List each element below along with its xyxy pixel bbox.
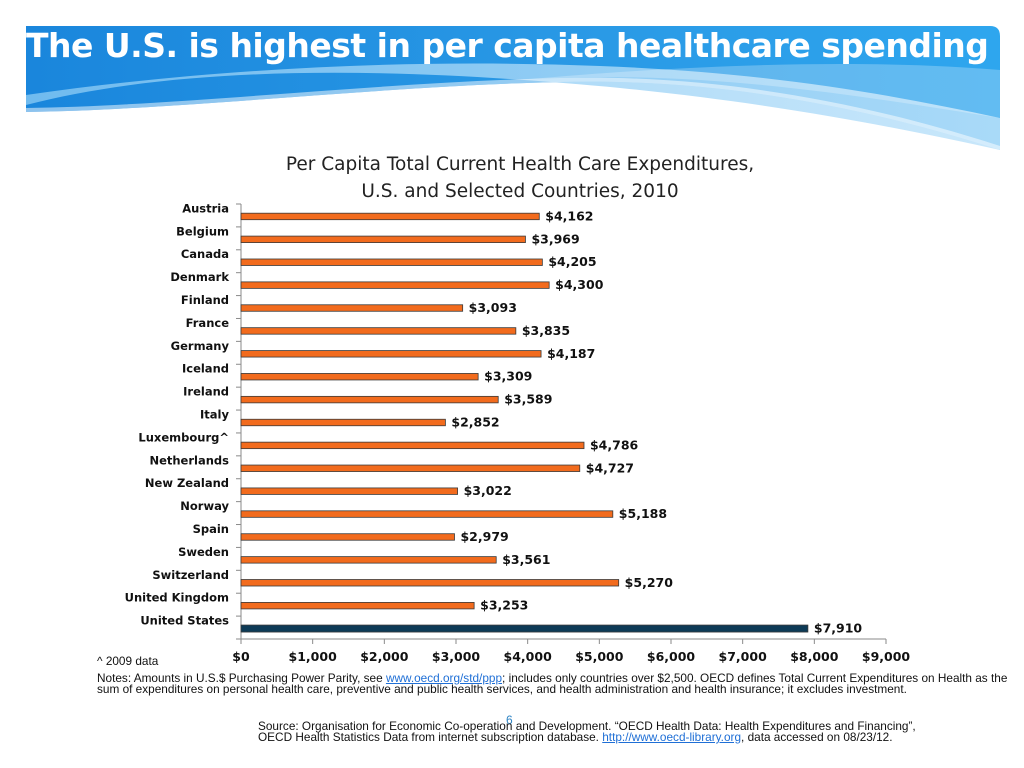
bar <box>240 533 455 541</box>
data-label: $5,188 <box>619 506 667 521</box>
data-label: $3,561 <box>502 552 550 567</box>
category-label: Spain <box>193 522 229 536</box>
data-label: $3,309 <box>484 369 532 384</box>
data-label: $4,162 <box>545 208 593 223</box>
category-label: Austria <box>182 201 229 215</box>
category-label: Luxembourg^ <box>138 430 229 444</box>
bar <box>240 624 809 633</box>
category-label: France <box>186 316 230 330</box>
footnote: ^ 2009 data <box>97 654 159 668</box>
notes-suffix: ; includes only countries over $2,500. O… <box>97 671 1008 696</box>
bar <box>240 510 614 518</box>
data-label: $3,835 <box>522 323 570 338</box>
category-label: Norway <box>180 499 229 513</box>
data-label: $4,786 <box>590 437 639 452</box>
bar <box>240 602 475 610</box>
x-tick-label: $1,000 <box>289 649 338 664</box>
x-tick-label: $6,000 <box>647 649 696 664</box>
category-label: Germany <box>171 339 230 353</box>
data-label: $5,270 <box>625 575 674 590</box>
bar <box>240 395 499 404</box>
category-label: Italy <box>200 408 229 422</box>
chart-subtitle: U.S. and Selected Countries, 2010 <box>361 181 679 202</box>
x-tick-label: $2,000 <box>360 649 409 664</box>
notes-text: Notes: Amounts in U.S.$ Purchasing Power… <box>97 671 1017 696</box>
bar <box>240 373 479 381</box>
bar <box>240 235 526 243</box>
bar <box>240 441 585 450</box>
data-label: $4,727 <box>586 460 634 475</box>
title-banner <box>26 26 1000 151</box>
data-label: $3,589 <box>504 392 552 407</box>
category-label: Sweden <box>178 545 229 559</box>
bar <box>240 304 464 312</box>
x-tick-label: $9,000 <box>862 649 911 664</box>
x-tick-label: $8,000 <box>790 649 839 664</box>
bar <box>240 464 581 472</box>
category-label: New Zealand <box>145 476 229 490</box>
bar <box>240 418 446 427</box>
category-label: Netherlands <box>149 453 229 467</box>
category-label: Ireland <box>183 385 229 399</box>
data-label: $2,979 <box>460 529 508 544</box>
data-label: $3,093 <box>469 300 517 315</box>
bar <box>240 281 550 289</box>
bar <box>240 350 542 358</box>
ppp-link[interactable]: www.oecd.org/std/ppp <box>385 671 503 685</box>
category-label: Iceland <box>182 362 229 376</box>
data-label: $2,852 <box>451 415 499 430</box>
category-label: United States <box>140 614 229 628</box>
source-prefix: Source: Organisation for Economic Co-ope… <box>258 719 916 744</box>
data-label: $4,187 <box>547 346 595 361</box>
category-label: Switzerland <box>152 568 229 582</box>
category-label: Belgium <box>176 224 229 238</box>
bar <box>240 579 620 587</box>
x-tick-label: $4,000 <box>504 649 553 664</box>
x-tick-label: $3,000 <box>432 649 481 664</box>
data-label: $3,253 <box>480 598 528 613</box>
bar <box>240 327 517 335</box>
oecd-library-link[interactable]: http://www.oecd-library.org <box>602 730 742 744</box>
x-tick-label: $0 <box>232 649 250 664</box>
x-tick-label: $5,000 <box>575 649 624 664</box>
source-text: Source: Organisation for Economic Co-ope… <box>258 719 948 744</box>
category-label: United Kingdom <box>125 591 229 605</box>
bar <box>240 487 458 495</box>
source-suffix: , data accessed on 08/23/12. <box>741 730 893 744</box>
chart-title: Per Capita Total Current Health Care Exp… <box>285 154 755 175</box>
data-label: $3,022 <box>464 483 512 498</box>
category-label: Finland <box>181 293 229 307</box>
notes-prefix: Notes: Amounts in U.S.$ Purchasing Power… <box>97 671 386 685</box>
bar <box>240 556 497 564</box>
bar <box>240 258 543 266</box>
page-number: 6 <box>506 713 513 727</box>
category-label: Denmark <box>170 270 229 284</box>
data-label: $4,205 <box>548 254 596 269</box>
data-label: $3,969 <box>531 231 579 246</box>
data-label: $4,300 <box>555 277 604 292</box>
category-label: Canada <box>181 247 229 261</box>
slide-title: The U.S. is highest in per capita health… <box>26 26 989 65</box>
bar <box>240 212 540 221</box>
data-label: $7,910 <box>814 621 863 636</box>
x-tick-label: $7,000 <box>719 649 768 664</box>
